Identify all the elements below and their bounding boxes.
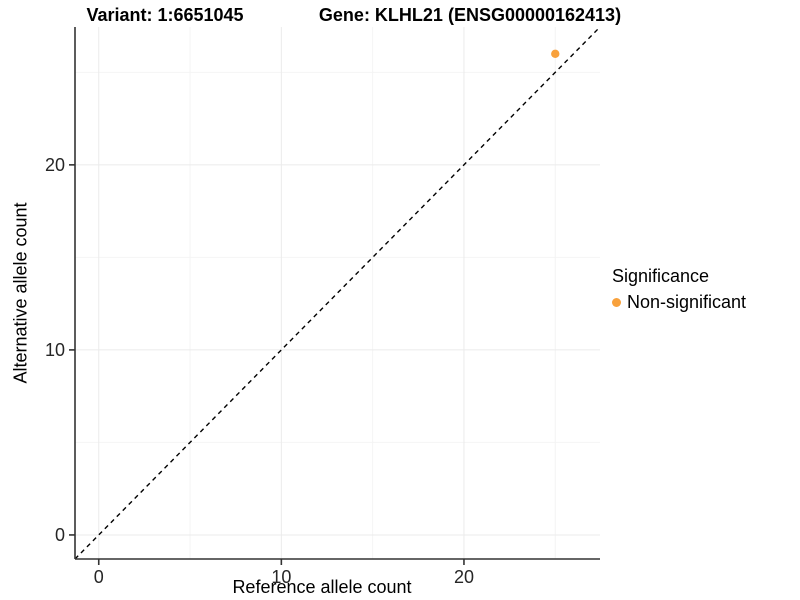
- legend: Significance Non-significant: [612, 266, 746, 313]
- legend-item-non-significant: Non-significant: [612, 292, 746, 313]
- y-tick-label: 10: [45, 340, 65, 360]
- x-tick-label: 10: [271, 567, 291, 587]
- x-tick-label: 0: [94, 567, 104, 587]
- x-axis-title: Reference allele count: [232, 577, 412, 597]
- x-tick-label: 20: [454, 567, 474, 587]
- gene-title: Gene: KLHL21 (ENSG00000162413): [318, 5, 622, 25]
- y-tick-label: 20: [45, 155, 65, 175]
- legend-title: Significance: [612, 266, 710, 286]
- data-point: [551, 49, 560, 59]
- y-axis-title: Alternative allele count: [10, 202, 31, 384]
- legend-item-label: Non-significant: [627, 292, 747, 312]
- y-tick-label: 0: [55, 525, 65, 545]
- variant-title: Variant: 1:6651045: [86, 5, 244, 25]
- identity-dashed-line: [74, 26, 601, 560]
- legend-point-icon: [612, 298, 621, 307]
